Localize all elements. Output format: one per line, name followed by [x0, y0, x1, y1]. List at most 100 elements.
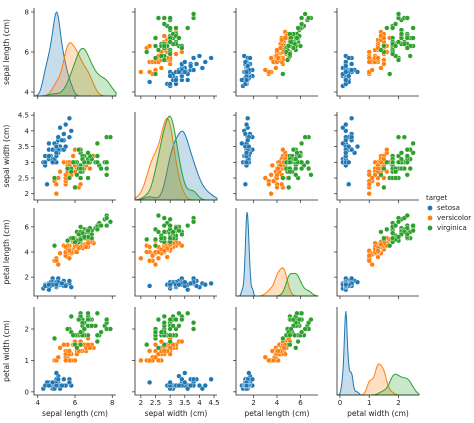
axis-spine — [336, 8, 419, 97]
point-setosa-18 — [190, 55, 197, 61]
point-virginica-48 — [76, 316, 82, 323]
point-versicolor-48 — [262, 354, 268, 360]
point-virginica-19 — [72, 184, 78, 191]
y-tick-label: 4 — [25, 127, 30, 135]
point-virginica-46 — [77, 329, 84, 335]
y-tick-label: 4.5 — [18, 112, 29, 120]
point-virginica-31 — [395, 11, 402, 17]
point-setosa-48 — [188, 280, 194, 287]
point-versicolor-37 — [77, 181, 84, 187]
point-virginica-6 — [152, 71, 159, 77]
point-versicolor-29 — [268, 55, 274, 61]
point-virginica-13 — [66, 175, 73, 181]
point-setosa-18 — [66, 278, 73, 284]
point-versicolor-34 — [381, 61, 387, 67]
point-virginica-33 — [161, 342, 167, 348]
y-tick-label: 2 — [25, 274, 29, 282]
point-virginica-22 — [161, 215, 167, 221]
point-virginica-35 — [104, 159, 110, 165]
point-setosa-44 — [349, 134, 355, 140]
point-virginica-37 — [291, 332, 298, 338]
point-virginica-45 — [85, 316, 91, 323]
point-setosa-40 — [346, 143, 352, 150]
point-virginica-47 — [167, 39, 173, 45]
point-versicolor-48 — [152, 261, 159, 268]
point-virginica-48 — [179, 45, 185, 51]
point-setosa-44 — [190, 376, 197, 382]
point-versicolor-49 — [275, 348, 281, 354]
point-virginica-48 — [290, 147, 297, 153]
x-tick-label: 4 — [35, 399, 40, 407]
point-virginica-48 — [76, 147, 82, 153]
point-virginica-29 — [94, 226, 100, 232]
point-virginica-49 — [390, 235, 396, 241]
point-setosa-49 — [243, 150, 250, 156]
point-virginica-9 — [185, 25, 191, 31]
point-virginica-31 — [190, 11, 197, 17]
point-virginica-44 — [410, 35, 416, 41]
y-tick-label: 4 — [25, 249, 30, 257]
point-virginica-35 — [104, 223, 110, 229]
point-versicolor-36 — [381, 35, 387, 41]
x-tick-label: 6 — [73, 399, 78, 407]
point-versicolor-10 — [138, 69, 144, 75]
point-versicolor-34 — [61, 342, 67, 348]
point-setosa-43 — [354, 279, 361, 285]
point-virginica-21 — [64, 165, 71, 172]
point-versicolor-49 — [375, 55, 381, 61]
point-setosa-33 — [202, 282, 208, 288]
point-virginica-22 — [161, 15, 167, 21]
point-virginica-34 — [378, 172, 384, 178]
point-virginica-31 — [395, 134, 402, 140]
x-tick-label: 2 — [251, 399, 255, 407]
point-virginica-47 — [81, 159, 87, 165]
point-virginica-30 — [299, 21, 305, 27]
point-setosa-48 — [59, 137, 65, 143]
point-virginica-30 — [98, 329, 104, 335]
point-setosa-18 — [66, 134, 73, 140]
point-versicolor-35 — [384, 147, 390, 153]
x-axis-label-sepal_width: sepal width (cm) — [145, 409, 208, 418]
point-virginica-47 — [167, 326, 173, 332]
point-setosa-43 — [53, 370, 59, 376]
legend-label-setosa: setosa — [437, 204, 460, 212]
point-virginica-25 — [94, 153, 100, 159]
point-setosa-36 — [63, 283, 69, 289]
point-virginica-47 — [81, 234, 87, 240]
point-virginica-43 — [404, 153, 410, 159]
point-setosa-44 — [349, 67, 355, 73]
point-virginica-45 — [167, 316, 173, 323]
point-versicolor-49 — [161, 248, 167, 254]
point-virginica-31 — [302, 11, 308, 17]
point-setosa-44 — [55, 376, 61, 382]
point-setosa-22 — [185, 77, 191, 83]
point-setosa-32 — [199, 65, 205, 71]
x-tick-label: 4 — [197, 399, 202, 407]
point-versicolor-37 — [147, 43, 153, 49]
point-versicolor-48 — [369, 175, 375, 181]
point-virginica-30 — [98, 223, 104, 229]
point-virginica-31 — [107, 134, 114, 140]
point-versicolor-47 — [277, 45, 284, 51]
point-setosa-43 — [182, 69, 188, 75]
point-virginica-33 — [161, 43, 167, 49]
point-virginica-9 — [185, 310, 191, 316]
point-setosa-45 — [167, 282, 173, 288]
panel-sepal_width-vs-sepal_length: 2 2.5 3 3.5 4 4.5 — [18, 112, 116, 203]
point-virginica-44 — [85, 150, 91, 156]
point-setosa-48 — [59, 382, 65, 389]
point-virginica-33 — [77, 342, 84, 348]
point-virginica-13 — [152, 55, 159, 61]
point-virginica-46 — [152, 43, 159, 49]
x-axis-label-petal_width: petal width (cm) — [347, 409, 409, 418]
point-virginica-30 — [299, 165, 305, 172]
point-setosa-45 — [167, 379, 173, 386]
y-axis-label-petal_width: petal width (cm) — [2, 320, 11, 382]
point-versicolor-43 — [266, 181, 272, 187]
x-tick-label: 2.5 — [150, 399, 161, 407]
point-virginica-29 — [384, 25, 390, 31]
point-versicolor-31 — [270, 357, 277, 364]
point-versicolor-14 — [164, 254, 170, 260]
point-setosa-23 — [351, 150, 358, 156]
point-virginica-46 — [77, 175, 84, 181]
